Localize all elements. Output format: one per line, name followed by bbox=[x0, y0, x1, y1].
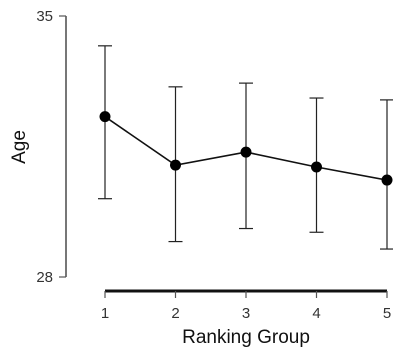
y-tick-label: 28 bbox=[36, 269, 53, 286]
data-point bbox=[240, 146, 252, 158]
y-axis-ticks: 28 35 bbox=[36, 8, 66, 286]
x-axis-title: Ranking Group bbox=[182, 327, 310, 348]
data-point bbox=[311, 161, 322, 173]
data-point bbox=[99, 111, 111, 123]
x-tick-label: 3 bbox=[242, 305, 250, 322]
data-points bbox=[99, 111, 393, 186]
x-tick-label: 5 bbox=[383, 305, 391, 322]
data-point bbox=[170, 159, 181, 171]
x-tick-label: 1 bbox=[101, 305, 109, 322]
y-axis-title: Age bbox=[9, 130, 30, 164]
x-tick-label: 2 bbox=[171, 305, 179, 322]
y-tick-label: 35 bbox=[36, 8, 53, 25]
x-axis-ticks: 1 2 3 4 5 bbox=[101, 291, 391, 322]
x-tick-label: 4 bbox=[312, 305, 320, 322]
data-point bbox=[381, 174, 393, 186]
